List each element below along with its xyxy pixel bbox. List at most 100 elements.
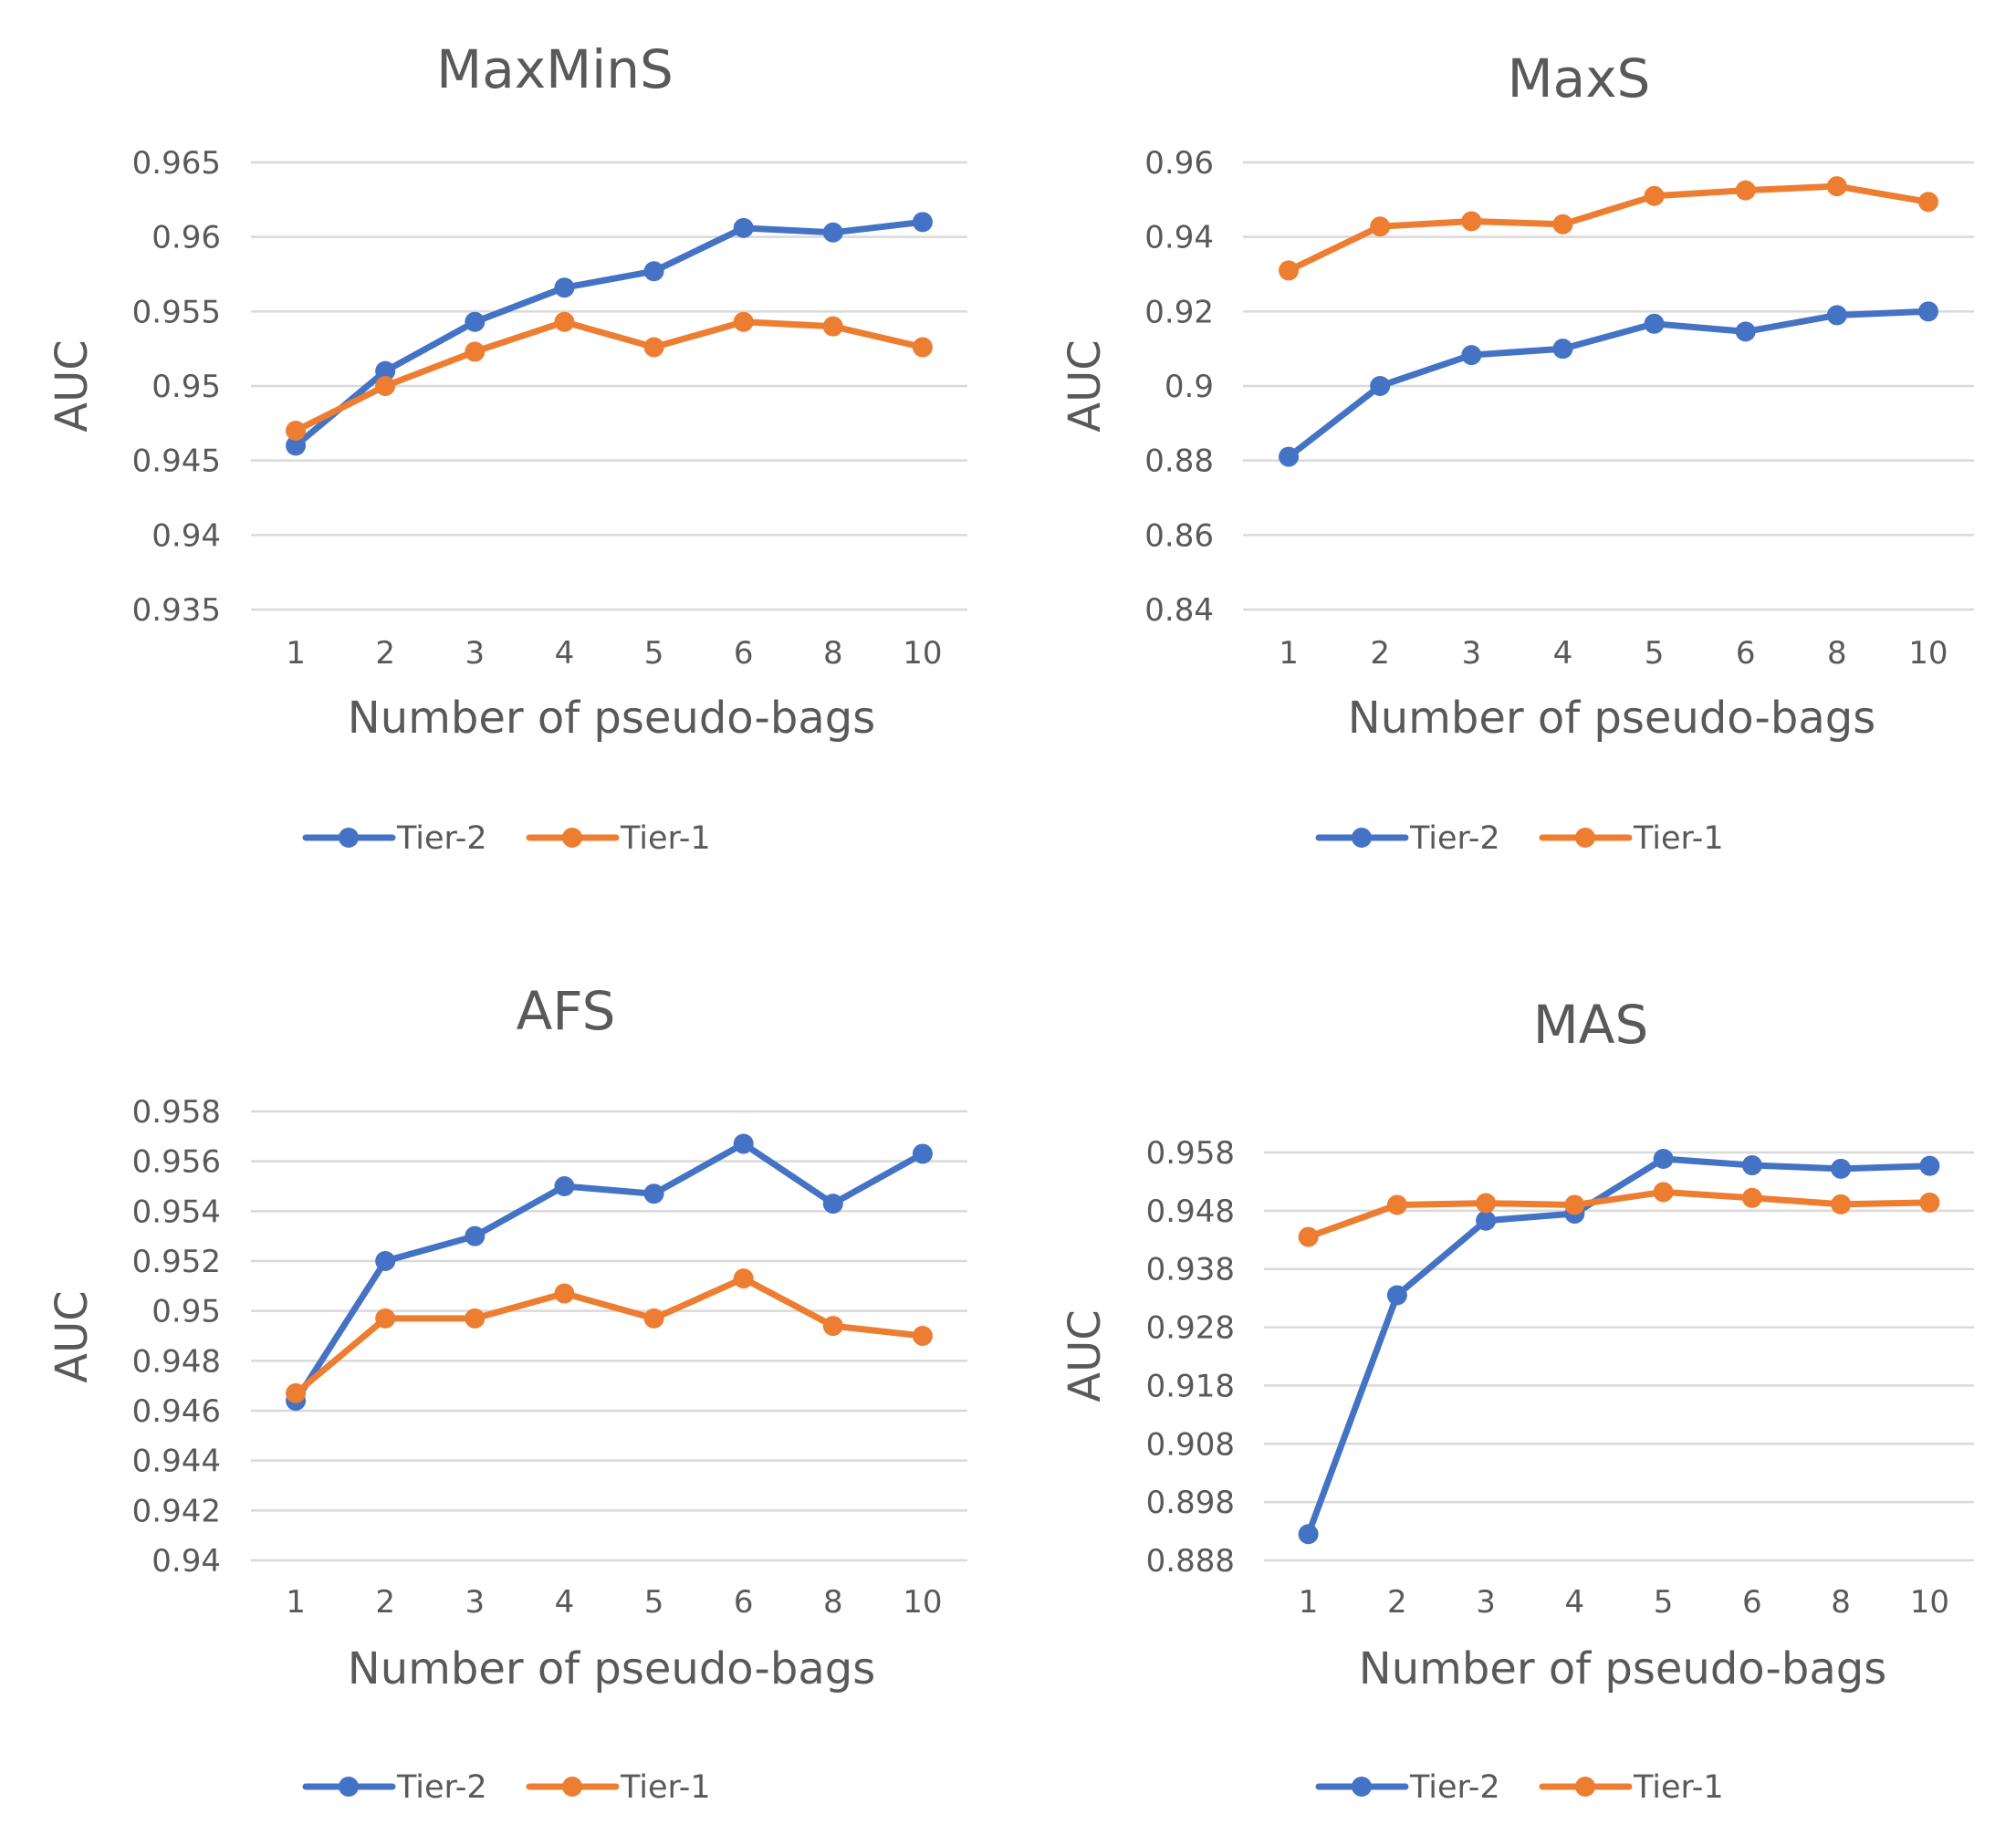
data-point-tier-1 <box>822 1316 843 1337</box>
series-line-tier-1 <box>1285 182 1932 274</box>
data-point-tier-2 <box>1919 1155 1940 1176</box>
x-tick-label: 8 <box>1831 1584 1851 1621</box>
data-point-tier-1 <box>1919 1192 1940 1213</box>
y-tick-label: 0.935 <box>132 592 221 629</box>
y-tick-label: 0.956 <box>132 1144 221 1181</box>
data-point-tier-1 <box>1298 1226 1319 1247</box>
data-point-tier-1 <box>912 1326 933 1346</box>
chart-panel-maxs: MaxS 0.84 0.86 0.88 0.9 0.92 0.94 0.96 1 2 3 4 5 6 8 10… <box>1060 47 1974 857</box>
x-tick-label: 10 <box>1908 635 1948 672</box>
data-point-tier-2 <box>733 1133 754 1154</box>
x-tick-label: 2 <box>375 1584 395 1621</box>
data-point-tier-1 <box>912 337 933 358</box>
x-tick-label: 4 <box>1553 635 1573 672</box>
data-point-tier-2 <box>465 311 486 332</box>
legend-marker-tier-1 <box>1575 1777 1595 1797</box>
data-point-tier-1 <box>286 421 307 441</box>
data-point-tier-2 <box>1826 305 1847 326</box>
x-tick-label: 5 <box>644 1584 664 1621</box>
legend-marker-tier-1 <box>562 1777 582 1797</box>
legend-label-tier-2: Tier-2 <box>396 1769 487 1806</box>
data-point-tier-2 <box>1552 339 1573 360</box>
legend-marker-tier-1 <box>1575 828 1595 848</box>
chart-title: MAS <box>1533 994 1649 1056</box>
data-point-tier-2 <box>643 1183 664 1204</box>
legend-item-tier-2: Tier-2 <box>302 1769 487 1806</box>
x-tick-label: 1 <box>1299 1584 1319 1621</box>
data-point-tier-1 <box>1279 260 1300 281</box>
legend-item-tier-2: Tier-2 <box>302 820 487 857</box>
chart-legend: Tier-2 Tier-1 <box>302 1769 711 1806</box>
data-point-tier-2 <box>1386 1285 1407 1306</box>
y-tick-label: 0.958 <box>1146 1135 1235 1172</box>
y-tick-label: 0.945 <box>132 443 221 480</box>
x-tick-label: 6 <box>734 635 754 672</box>
x-tick-label: 10 <box>1910 1584 1949 1621</box>
data-point-tier-1 <box>554 1283 575 1304</box>
y-tick-label: 0.96 <box>1144 145 1214 182</box>
y-tick-label: 0.948 <box>1146 1194 1235 1230</box>
legend-label-tier-1: Tier-1 <box>620 820 711 857</box>
legend-item-tier-2: Tier-2 <box>1315 1769 1500 1806</box>
y-tick-label: 0.938 <box>1146 1252 1235 1288</box>
chart-panel-maxmins: MaxMinS 0.935 0.94 0.945 0.95 0.955 0.96 0.965 1… <box>47 38 967 857</box>
legend-item-tier-1: Tier-1 <box>1539 820 1724 857</box>
data-point-tier-2 <box>1279 446 1300 467</box>
y-tick-label: 0.95 <box>151 369 221 405</box>
series-line-tier-2 <box>1285 308 1932 461</box>
chart-title: AFS <box>517 980 616 1042</box>
legend-marker-tier-2 <box>1352 828 1372 848</box>
data-point-tier-2 <box>822 222 843 243</box>
legend-item-tier-1: Tier-1 <box>526 1769 711 1806</box>
y-tick-label: 0.958 <box>132 1094 221 1131</box>
x-tick-label: 3 <box>1461 635 1481 672</box>
y-tick-label: 0.94 <box>151 517 221 554</box>
x-tick-label: 5 <box>1645 635 1665 672</box>
y-tick-label: 0.92 <box>1144 294 1214 330</box>
x-tick-label: 1 <box>286 635 306 672</box>
y-tick-label: 0.908 <box>1146 1426 1235 1463</box>
data-point-tier-1 <box>1564 1194 1585 1215</box>
y-axis-label: AUC <box>47 1290 98 1382</box>
chart-legend: Tier-2 Tier-1 <box>1315 1769 1724 1806</box>
chart-panel-afs: AFS 0.94 0.942 0.944 0.946 0.948 0.95 0.952 0.95… <box>47 980 967 1806</box>
data-point-tier-2 <box>1741 1155 1762 1176</box>
data-point-tier-2 <box>733 217 754 238</box>
y-tick-label: 0.965 <box>132 145 221 182</box>
chart-panel-mas: MAS 0.888 0.898 0.908 0.918 0.928 0.938 0.948 0.… <box>1060 994 1974 1806</box>
y-tick-label: 0.944 <box>132 1444 221 1480</box>
data-point-tier-2 <box>375 1251 396 1271</box>
data-point-tier-1 <box>1831 1194 1852 1215</box>
data-point-tier-2 <box>912 1143 933 1164</box>
data-point-tier-1 <box>1644 185 1665 206</box>
data-point-tier-2 <box>1917 301 1938 322</box>
data-point-tier-1 <box>1386 1194 1407 1215</box>
data-point-tier-2 <box>1461 345 1482 366</box>
data-point-tier-1 <box>1552 214 1573 235</box>
y-tick-label: 0.954 <box>132 1194 221 1230</box>
series-line-tier-2 <box>292 218 926 449</box>
data-point-tier-2 <box>912 212 933 233</box>
data-point-tier-2 <box>643 261 664 282</box>
data-point-tier-2 <box>1735 321 1756 342</box>
y-tick-label: 0.95 <box>151 1294 221 1330</box>
x-tick-label: 2 <box>375 635 395 672</box>
y-tick-label: 0.928 <box>1146 1310 1235 1347</box>
y-tick-label: 0.946 <box>132 1393 221 1430</box>
x-tick-label: 10 <box>903 1584 942 1621</box>
data-point-tier-2 <box>1370 376 1391 396</box>
data-point-tier-1 <box>1653 1182 1674 1203</box>
legend-item-tier-1: Tier-1 <box>526 820 711 857</box>
legend-label-tier-2: Tier-2 <box>1409 1769 1500 1806</box>
y-tick-label: 0.898 <box>1146 1485 1235 1521</box>
legend-marker-tier-2 <box>339 828 359 848</box>
data-point-tier-1 <box>554 311 575 332</box>
chart-title: MaxS <box>1508 47 1651 109</box>
x-tick-label: 5 <box>1654 1584 1674 1621</box>
legend-item-tier-1: Tier-1 <box>1539 1769 1724 1806</box>
data-point-tier-1 <box>643 1308 664 1329</box>
legend-label-tier-1: Tier-1 <box>1633 820 1724 857</box>
y-tick-label: 0.888 <box>1146 1543 1235 1580</box>
y-tick-label: 0.955 <box>132 294 221 330</box>
